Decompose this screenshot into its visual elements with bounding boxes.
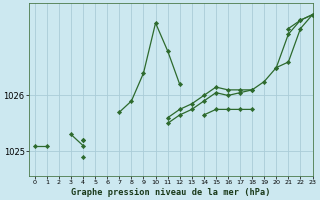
X-axis label: Graphe pression niveau de la mer (hPa): Graphe pression niveau de la mer (hPa) bbox=[71, 188, 270, 197]
